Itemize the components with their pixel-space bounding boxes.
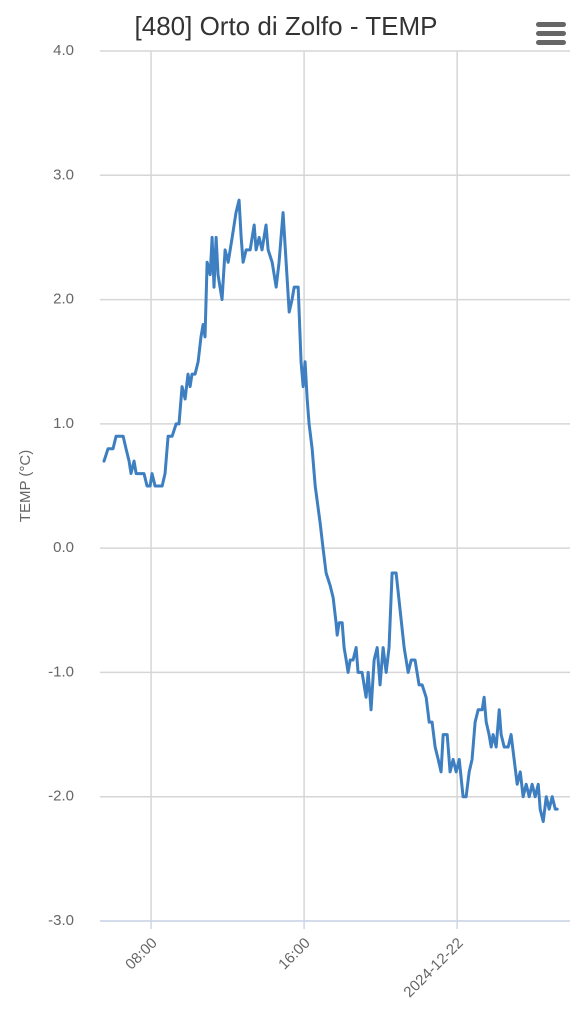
y-tick-label: 0.0 [53, 539, 74, 556]
menu-button[interactable] [536, 22, 566, 45]
menu-bar[interactable] [536, 31, 566, 36]
menu-bar[interactable] [536, 40, 566, 45]
x-tick-label: 08:00 [122, 935, 161, 974]
chart-title: [480] Orto di Zolfo - TEMP [135, 11, 438, 41]
x-tick-label: 16:00 [275, 935, 314, 974]
y-tick-label: -1.0 [48, 663, 74, 680]
y-axis-label: TEMP (°C) [17, 450, 34, 522]
data-line [102, 198, 559, 824]
y-tick-label: 2.0 [53, 291, 74, 308]
y-tick-label: 4.0 [53, 42, 74, 59]
menu-bar[interactable] [536, 22, 566, 27]
y-tick-label: -3.0 [48, 912, 74, 929]
y-tick-label: -2.0 [48, 788, 74, 805]
y-tick-label: 3.0 [53, 166, 74, 183]
y-tick-label: 1.0 [53, 415, 74, 432]
x-tick-label: 2024-12-22 [400, 935, 466, 1001]
